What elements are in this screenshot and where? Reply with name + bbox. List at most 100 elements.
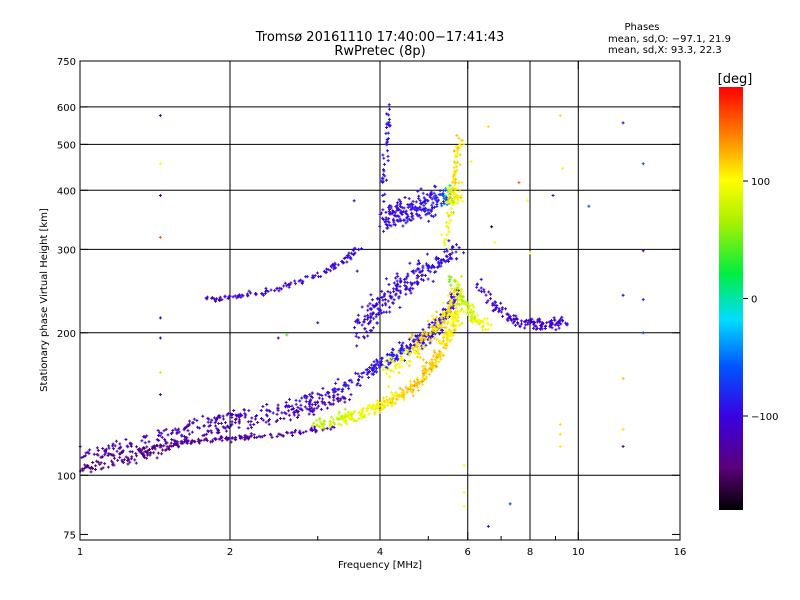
data-point xyxy=(329,424,333,428)
data-point xyxy=(223,421,227,425)
data-point xyxy=(130,450,134,454)
data-point xyxy=(379,408,383,412)
data-point xyxy=(477,322,481,326)
data-point xyxy=(353,251,357,255)
data-point xyxy=(386,154,390,158)
data-point xyxy=(501,314,505,318)
data-point xyxy=(390,351,394,355)
data-point xyxy=(458,323,462,327)
data-point xyxy=(366,370,370,374)
data-point xyxy=(402,395,406,399)
data-point xyxy=(387,113,391,117)
data-point xyxy=(504,307,508,311)
data-point xyxy=(421,375,425,379)
data-point xyxy=(400,343,404,347)
data-point xyxy=(513,323,517,327)
data-point xyxy=(139,450,143,454)
data-point xyxy=(446,319,450,323)
data-point xyxy=(433,205,437,209)
data-point xyxy=(520,322,524,326)
data-point xyxy=(145,434,149,438)
data-point xyxy=(444,308,447,312)
data-point xyxy=(453,287,457,291)
data-point xyxy=(411,346,415,350)
data-point xyxy=(252,423,256,427)
data-point xyxy=(186,423,190,427)
data-point xyxy=(111,461,115,465)
data-point xyxy=(442,354,446,358)
data-point xyxy=(375,358,379,362)
data-point xyxy=(157,438,161,442)
data-point xyxy=(480,320,484,324)
data-point xyxy=(460,138,464,142)
data-point xyxy=(440,325,444,329)
data-point xyxy=(299,432,303,436)
data-point xyxy=(441,312,445,316)
data-point xyxy=(427,219,431,223)
data-point xyxy=(423,274,427,278)
data-point xyxy=(424,361,428,365)
data-point xyxy=(517,181,521,185)
data-point xyxy=(514,314,518,318)
colorbar xyxy=(719,87,743,510)
data-point xyxy=(433,318,437,322)
data-point xyxy=(420,380,424,384)
data-point xyxy=(540,327,544,331)
data-point xyxy=(118,455,122,459)
data-point xyxy=(209,429,213,433)
data-point xyxy=(217,437,221,441)
data-point xyxy=(398,277,402,281)
data-point xyxy=(508,502,512,506)
data-point xyxy=(385,398,389,402)
data-point xyxy=(387,362,391,366)
data-point xyxy=(265,288,269,292)
x-tick-label: 8 xyxy=(527,547,533,558)
data-point xyxy=(449,283,453,287)
data-point xyxy=(418,205,422,209)
data-point xyxy=(421,278,425,282)
data-point xyxy=(296,409,300,413)
data-point xyxy=(387,205,391,209)
data-point xyxy=(387,358,391,362)
data-point xyxy=(485,317,489,321)
data-point xyxy=(142,455,146,459)
data-point xyxy=(180,434,184,438)
data-point xyxy=(152,444,156,448)
data-point xyxy=(366,308,370,312)
data-point xyxy=(453,303,457,307)
data-point xyxy=(185,425,189,429)
data-point xyxy=(442,317,446,321)
data-point xyxy=(433,213,437,217)
data-point xyxy=(442,202,446,206)
data-point xyxy=(400,365,404,369)
data-point xyxy=(171,429,175,433)
data-point xyxy=(289,281,293,285)
data-point xyxy=(406,274,410,278)
data-point xyxy=(446,258,450,262)
data-point xyxy=(218,295,222,299)
data-point xyxy=(387,210,391,214)
data-point xyxy=(415,276,419,280)
data-point xyxy=(98,462,102,466)
data-point xyxy=(430,358,434,362)
data-point xyxy=(409,286,413,290)
data-point xyxy=(460,300,464,304)
data-point xyxy=(101,466,105,470)
data-point xyxy=(386,159,390,163)
data-point xyxy=(415,209,419,213)
data-point xyxy=(437,360,441,364)
data-point xyxy=(320,423,324,427)
data-point xyxy=(426,199,430,203)
data-point xyxy=(450,251,454,255)
data-point xyxy=(447,214,451,218)
data-point xyxy=(367,376,371,380)
data-point xyxy=(451,306,455,310)
data-point xyxy=(370,363,374,367)
data-point xyxy=(452,166,456,170)
y-tick-label: 75 xyxy=(63,530,76,541)
data-point xyxy=(183,426,187,430)
data-point xyxy=(454,250,458,254)
data-point xyxy=(456,286,460,290)
data-point xyxy=(447,239,451,243)
data-point xyxy=(550,326,554,330)
